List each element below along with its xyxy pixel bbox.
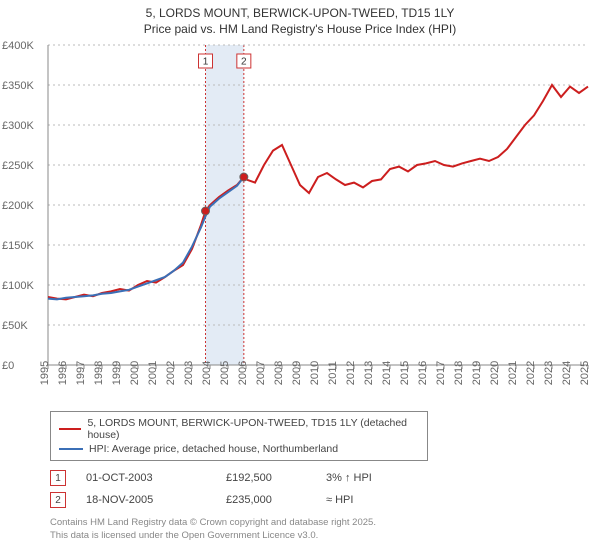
svg-text:£400K: £400K [2,40,34,52]
sale-date: 01-OCT-2003 [86,472,206,484]
svg-text:2018: 2018 [453,361,465,385]
svg-text:2011: 2011 [327,361,339,385]
svg-text:2012: 2012 [345,361,357,385]
svg-text:2009: 2009 [291,361,303,385]
chart: £0 £50K £100K £150K £200K £250K £300K £350K £400… [0,37,600,407]
svg-text:2008: 2008 [273,361,285,385]
svg-text:£350K: £350K [2,80,34,92]
chart-svg: £0 £50K £100K £150K £200K £250K £300K £350K £400… [0,37,600,407]
svg-text:2025: 2025 [579,361,591,385]
svg-text:1995: 1995 [39,361,51,385]
sale-diff: 3% ↑ HPI [326,472,416,484]
svg-text:2: 2 [241,57,247,68]
chart-container: 5, LORDS MOUNT, BERWICK-UPON-TWEED, TD15… [0,0,600,560]
svg-text:2014: 2014 [381,361,393,385]
legend-label: HPI: Average price, detached house, Nort… [89,443,338,455]
sale-price: £192,500 [226,472,306,484]
svg-text:£300K: £300K [2,120,34,132]
svg-text:1: 1 [203,57,209,68]
legend-label: 5, LORDS MOUNT, BERWICK-UPON-TWEED, TD15… [87,417,419,441]
svg-text:2016: 2016 [417,361,429,385]
sale-row: 2 18-NOV-2005 £235,000 ≈ HPI [50,489,600,511]
svg-text:2001: 2001 [147,361,159,385]
footer: Contains HM Land Registry data © Crown c… [50,517,600,542]
svg-text:1999: 1999 [111,361,123,385]
title-line2: Price paid vs. HM Land Registry's House … [0,22,600,38]
svg-text:2010: 2010 [309,361,321,385]
svg-text:£0: £0 [2,360,14,372]
svg-text:£200K: £200K [2,200,34,212]
svg-text:2004: 2004 [201,361,213,385]
svg-text:2022: 2022 [525,361,537,385]
svg-text:2017: 2017 [435,361,447,385]
sale-date: 18-NOV-2005 [86,494,206,506]
legend-item-property: 5, LORDS MOUNT, BERWICK-UPON-TWEED, TD15… [59,416,419,442]
svg-text:2020: 2020 [489,361,501,385]
chart-title: 5, LORDS MOUNT, BERWICK-UPON-TWEED, TD15… [0,0,600,37]
legend: 5, LORDS MOUNT, BERWICK-UPON-TWEED, TD15… [50,411,428,461]
svg-text:£100K: £100K [2,280,34,292]
legend-item-hpi: HPI: Average price, detached house, Nort… [59,442,419,456]
sale-row: 1 01-OCT-2003 £192,500 3% ↑ HPI [50,467,600,489]
svg-text:2019: 2019 [471,361,483,385]
svg-text:2007: 2007 [255,361,267,385]
legend-swatch [59,448,83,450]
legend-swatch [59,428,81,430]
sale-marker-box: 2 [50,492,66,508]
svg-text:£50K: £50K [2,320,28,332]
svg-text:2000: 2000 [129,361,141,385]
svg-text:1998: 1998 [93,361,105,385]
sale-price: £235,000 [226,494,306,506]
footer-line1: Contains HM Land Registry data © Crown c… [50,517,600,529]
svg-text:£150K: £150K [2,240,34,252]
sale-diff: ≈ HPI [326,494,416,506]
svg-text:2024: 2024 [561,361,573,385]
svg-text:1997: 1997 [75,361,87,385]
sale-marker-box: 1 [50,470,66,486]
svg-text:2013: 2013 [363,361,375,385]
svg-text:2023: 2023 [543,361,555,385]
svg-text:2003: 2003 [183,361,195,385]
svg-text:2006: 2006 [237,361,249,385]
svg-text:£250K: £250K [2,160,34,172]
svg-text:2005: 2005 [219,361,231,385]
svg-text:2021: 2021 [507,361,519,385]
sales-table: 1 01-OCT-2003 £192,500 3% ↑ HPI 2 18-NOV… [50,467,600,511]
svg-text:2015: 2015 [399,361,411,385]
title-line1: 5, LORDS MOUNT, BERWICK-UPON-TWEED, TD15… [0,6,600,22]
footer-line2: This data is licensed under the Open Gov… [50,530,600,542]
svg-text:2002: 2002 [165,361,177,385]
svg-text:1996: 1996 [57,361,69,385]
